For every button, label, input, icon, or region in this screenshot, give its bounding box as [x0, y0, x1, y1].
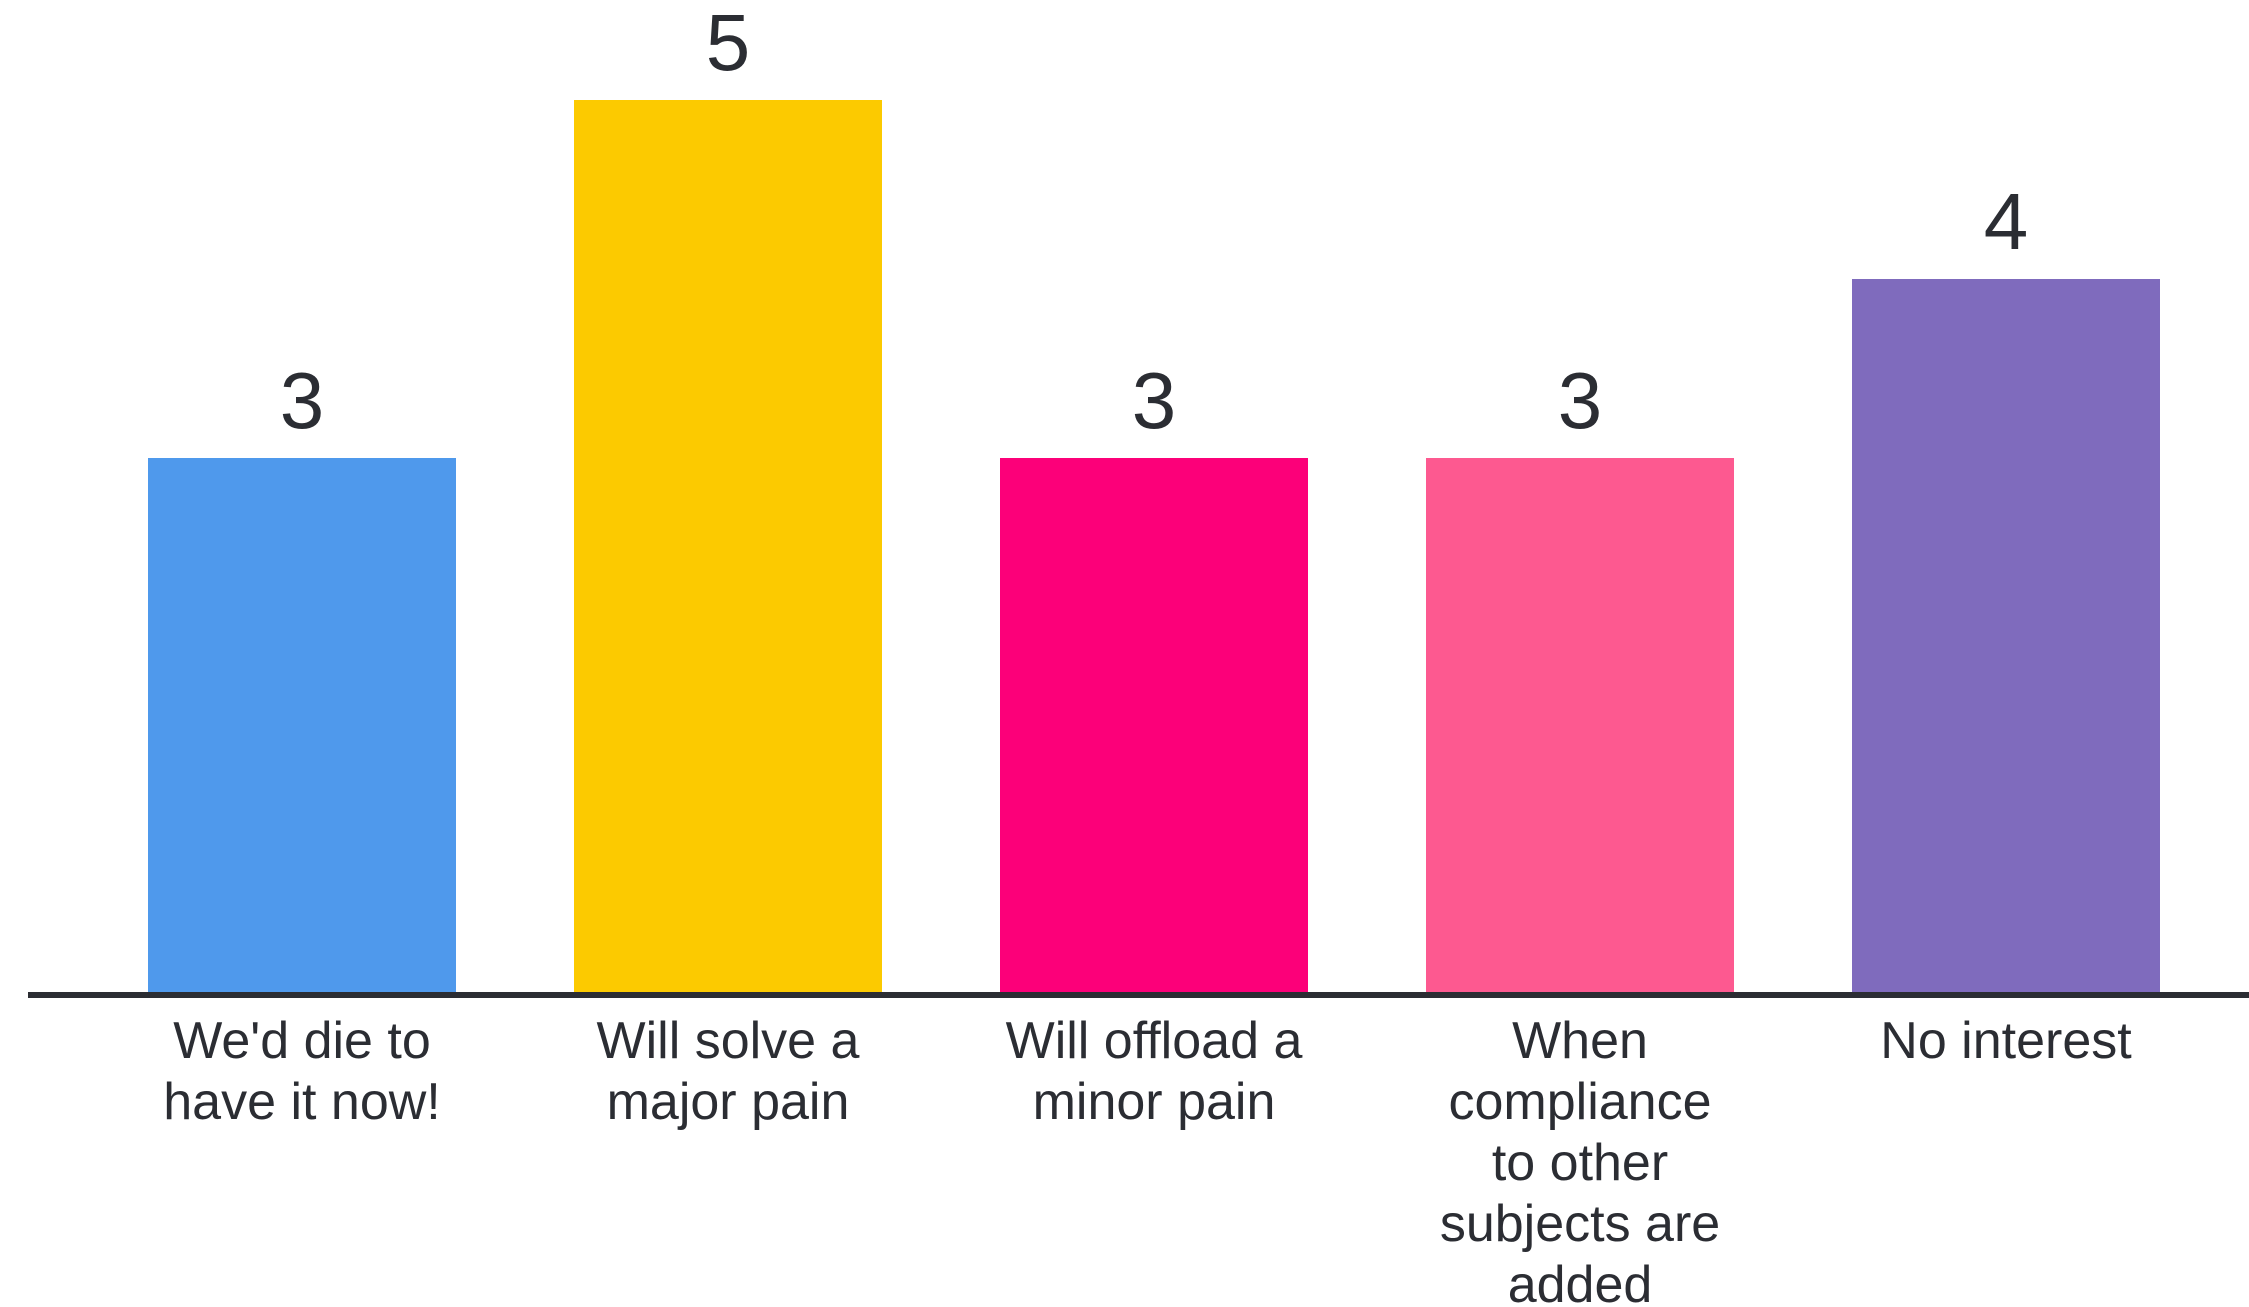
value-labels-group: 3 5 3 3 4	[280, 0, 2029, 445]
category-label-line: Will solve a	[597, 1012, 860, 1070]
category-label-line: When	[1512, 1012, 1648, 1070]
category-labels-group: We'd die to have it now! Will solve a major…	[163, 1012, 2132, 1307]
category-label-line: added	[1508, 1256, 1653, 1307]
value-label-1: 3	[280, 356, 325, 445]
value-label-4: 3	[1558, 356, 1603, 445]
category-label-line: Will offload a	[1006, 1012, 1303, 1070]
value-label-2: 5	[706, 0, 751, 87]
category-label-3: Will offload a minor pain	[1006, 1012, 1303, 1131]
bar-2	[574, 100, 882, 995]
category-label-line: major pain	[607, 1073, 850, 1131]
category-label-line: subjects are	[1440, 1195, 1720, 1253]
category-label-2: Will solve a major pain	[597, 1012, 860, 1131]
value-label-5: 4	[1984, 177, 2029, 266]
category-label-line: No interest	[1880, 1012, 2132, 1070]
category-label-line: to other	[1492, 1134, 1668, 1192]
category-label-4: When compliance to other subjects are added	[1440, 1012, 1720, 1307]
category-label-line: minor pain	[1033, 1073, 1276, 1131]
value-label-3: 3	[1132, 356, 1177, 445]
category-label-line: have it now!	[163, 1073, 441, 1131]
bar-5	[1852, 279, 2160, 995]
bar-4	[1426, 458, 1734, 995]
bar-1	[148, 458, 456, 995]
category-label-5: No interest	[1880, 1012, 2132, 1070]
category-label-line: compliance	[1448, 1073, 1711, 1131]
category-label-line: We'd die to	[173, 1012, 431, 1070]
category-label-1: We'd die to have it now!	[163, 1012, 441, 1131]
bars-group	[148, 100, 2160, 995]
bar-3	[1000, 458, 1308, 995]
